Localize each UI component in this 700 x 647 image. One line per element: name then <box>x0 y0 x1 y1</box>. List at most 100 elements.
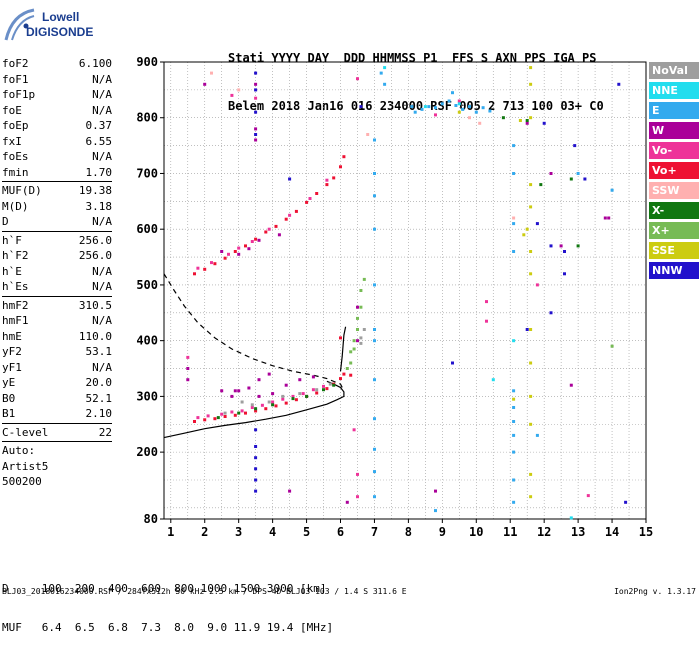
param-row: hmE 110.0 <box>2 329 112 345</box>
legend-item-e: E <box>649 102 699 119</box>
point-x- <box>271 403 275 407</box>
point-w <box>203 82 207 86</box>
point-w <box>257 394 261 398</box>
point-nnw <box>254 428 258 432</box>
y-tick-label: 500 <box>136 278 158 292</box>
point-sse <box>529 183 533 187</box>
point-x- <box>525 119 529 122</box>
point-e <box>427 105 431 109</box>
point-sse <box>522 233 526 237</box>
legend-item-nnw: NNW <box>649 262 699 279</box>
point-vo- <box>244 244 247 248</box>
param-value: N/A <box>92 215 112 228</box>
legend-item-x-: X- <box>649 202 699 219</box>
point-e <box>373 328 376 331</box>
point-e <box>512 420 516 423</box>
param-value: 310.5 <box>78 298 112 312</box>
point-w <box>434 489 437 493</box>
point-e <box>512 144 516 148</box>
legend-item-nne: NNE <box>649 82 699 99</box>
point-x- <box>305 394 309 398</box>
point-vo- <box>254 237 258 241</box>
x-tick-label: 9 <box>439 525 446 539</box>
point-x- <box>356 316 359 320</box>
version-footer: Ion2Png v. 1.3.17 <box>614 587 696 596</box>
x-tick-label: 14 <box>605 525 619 539</box>
point-e <box>610 188 614 192</box>
point-e <box>512 250 516 253</box>
point-vo- <box>254 409 258 413</box>
param-row: foF1p N/A <box>2 87 112 103</box>
point-e <box>373 417 376 421</box>
point-vo- <box>284 401 288 405</box>
param-row: hmF1 N/A <box>2 313 112 329</box>
point-x- <box>539 183 543 187</box>
param-name: hmE <box>2 329 22 343</box>
point-vo- <box>332 176 336 180</box>
point-ssw <box>468 116 471 120</box>
param-value: 6.100 <box>78 57 112 70</box>
profile-trace-solid <box>163 380 345 439</box>
point-e <box>434 509 437 513</box>
point-vo- <box>244 411 247 415</box>
param-row: M(D) 3.18 <box>2 199 112 215</box>
point-nnw <box>549 311 553 315</box>
point-sse <box>529 82 533 86</box>
point-nne <box>491 378 495 382</box>
point-e <box>434 106 437 110</box>
point-nnw <box>254 445 258 448</box>
point-vo- <box>230 410 234 414</box>
point-e <box>512 389 516 393</box>
point-w <box>186 367 190 370</box>
point-vo- <box>227 252 230 256</box>
param-row: yF2 53.1 <box>2 344 112 360</box>
x-tick-label: 7 <box>371 525 378 539</box>
point-w <box>356 305 359 309</box>
point-e <box>413 110 417 114</box>
point-vo- <box>535 283 539 287</box>
point-w <box>356 339 359 343</box>
point-nnw <box>549 244 553 248</box>
point-nnw <box>542 121 546 125</box>
param-name: foF2 <box>2 57 29 70</box>
param-name: h`F <box>2 233 22 247</box>
point-nnw <box>254 110 258 114</box>
point-sse <box>529 250 533 253</box>
point-e <box>512 433 516 437</box>
point-vo- <box>193 420 196 423</box>
point-e <box>488 109 492 113</box>
y-tick-label: 400 <box>136 334 158 348</box>
param-row: h`Es N/A <box>2 279 112 295</box>
plot-frame <box>163 61 647 520</box>
point-noval <box>328 382 332 386</box>
param-name: yF1 <box>2 360 22 374</box>
point-vo- <box>206 414 210 418</box>
param-row: B0 52.1 <box>2 391 112 407</box>
x-tick-label: 13 <box>571 525 585 539</box>
param-row: h`E N/A <box>2 264 112 280</box>
point-e <box>440 102 444 106</box>
point-sse <box>529 495 533 499</box>
point-e <box>512 406 516 409</box>
param-name: D <box>2 215 9 228</box>
y-tick-label: 800 <box>136 111 158 125</box>
point-vo- <box>349 373 353 377</box>
x-tick-label: 4 <box>269 525 276 539</box>
point-vo- <box>325 178 329 182</box>
point-noval <box>281 394 285 398</box>
point-e <box>512 172 516 175</box>
point-w <box>257 238 261 242</box>
point-vo- <box>213 262 217 266</box>
param-name: foEp <box>2 119 29 132</box>
point-vo- <box>308 197 312 200</box>
point-vo- <box>434 113 437 117</box>
param-value: N/A <box>92 360 112 374</box>
point-vo- <box>274 224 278 228</box>
point-nnw <box>583 177 587 181</box>
point-x- <box>237 411 241 415</box>
point-vo- <box>230 93 234 97</box>
y-tick-label: 300 <box>136 389 158 403</box>
y-tick-label: 900 <box>136 55 158 69</box>
param-row: foF1 N/A <box>2 72 112 88</box>
point-w <box>277 233 281 237</box>
